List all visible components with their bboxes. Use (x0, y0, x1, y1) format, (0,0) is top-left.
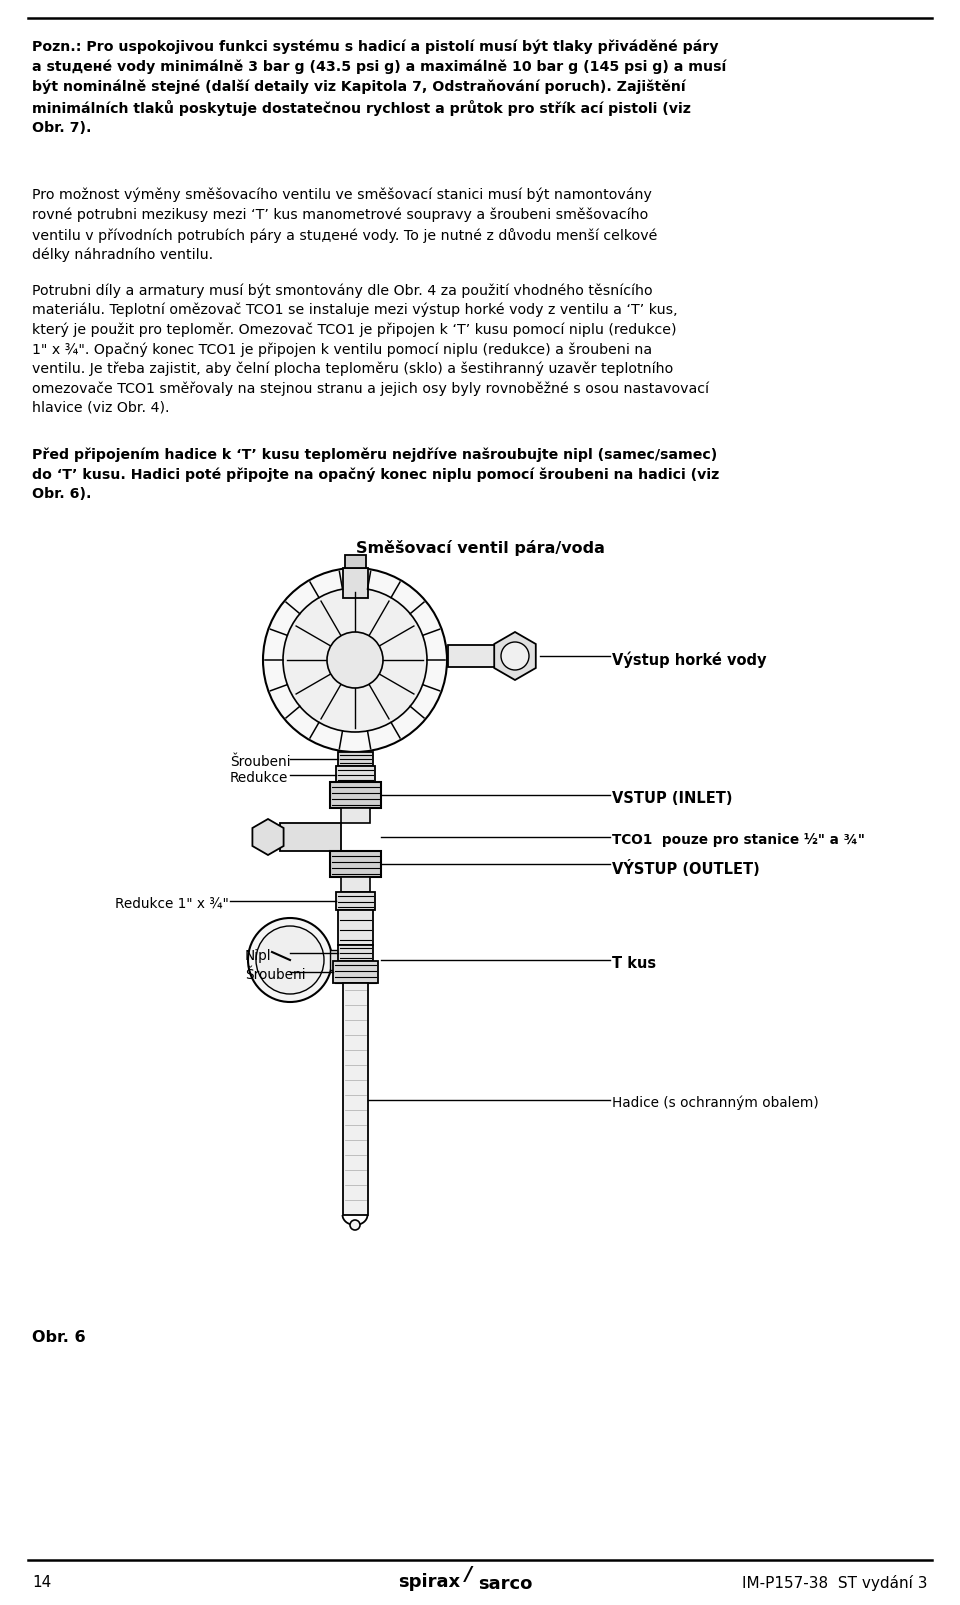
Text: Šroubeni: Šroubeni (230, 754, 291, 769)
Bar (345, 555, 366, 568)
Circle shape (256, 926, 324, 993)
Text: Před připojením hadice k ‘T’ kusu teploměru nejdříve našroubujte nipl (samec/sam: Před připojením hadice k ‘T’ kusu teplom… (32, 448, 719, 501)
Bar (330, 851, 381, 876)
Text: /: / (465, 1565, 472, 1584)
Text: Výstup horké vody: Výstup horké vody (612, 652, 766, 669)
Bar (333, 961, 378, 982)
Text: Redukce: Redukce (230, 770, 288, 785)
Text: 14: 14 (32, 1575, 51, 1591)
Text: sarco: sarco (478, 1575, 533, 1594)
Polygon shape (252, 819, 283, 855)
Text: spirax: spirax (397, 1573, 460, 1591)
Text: Šroubeni: Šroubeni (245, 968, 305, 982)
Circle shape (263, 568, 447, 753)
Text: Pro možnost výměny směšovacího ventilu ve směšovací stanici musí být namontovány: Pro možnost výměny směšovacího ventilu v… (32, 188, 658, 262)
Text: T kus: T kus (612, 957, 656, 971)
Circle shape (327, 632, 383, 689)
Bar (336, 892, 375, 910)
Bar (338, 945, 373, 961)
Bar (343, 568, 368, 599)
Circle shape (248, 918, 332, 1002)
Polygon shape (494, 632, 536, 681)
Text: Potrubni díly a armatury musí být smontovány dle Obr. 4 za použití vhodného těsn: Potrubni díly a armatury musí být smonto… (32, 282, 709, 414)
Text: TCO1  pouze pro stanice ½" a ¾": TCO1 pouze pro stanice ½" a ¾" (612, 833, 865, 847)
Bar (341, 876, 370, 892)
Bar (330, 950, 340, 969)
Bar (448, 645, 498, 668)
Text: Redukce 1" x ¾": Redukce 1" x ¾" (115, 897, 228, 912)
Text: VSTUP (INLET): VSTUP (INLET) (612, 791, 732, 806)
Bar (280, 823, 341, 851)
Bar (336, 766, 375, 782)
Bar (330, 782, 381, 807)
Text: Směšovací ventil pára/voda: Směšovací ventil pára/voda (355, 539, 605, 555)
Circle shape (501, 642, 529, 669)
Circle shape (283, 587, 427, 732)
Text: Nipl: Nipl (245, 949, 272, 963)
Circle shape (350, 1220, 360, 1229)
Bar (338, 910, 373, 945)
Bar (343, 982, 368, 1215)
Text: Pozn.: Pro uspokojivou funkci systému s hadicí a pistolí musí být tlaky přiváděn: Pozn.: Pro uspokojivou funkci systému s … (32, 40, 727, 135)
Text: Obr. 6: Obr. 6 (32, 1331, 85, 1345)
Bar (341, 807, 370, 823)
Bar (338, 753, 373, 766)
Text: VÝSTUP (OUTLET): VÝSTUP (OUTLET) (612, 860, 759, 876)
Text: Hadice (s ochranným obalem): Hadice (s ochranným obalem) (612, 1096, 819, 1111)
Text: IM-P157-38  ST vydání 3: IM-P157-38 ST vydání 3 (742, 1575, 928, 1591)
